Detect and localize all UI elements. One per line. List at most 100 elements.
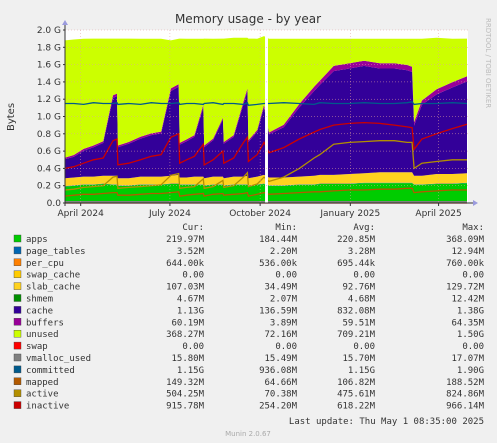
- x-tick-label: April 2025: [415, 209, 461, 219]
- legend-label-inactive: inactive: [26, 402, 69, 412]
- legend-header: Avg:: [353, 223, 375, 233]
- y-tick-label: 1.2 G: [37, 95, 61, 105]
- legend-value: 59.51M: [342, 318, 375, 328]
- legend-label-apps: apps: [26, 235, 48, 245]
- legend-value: 3.52M: [177, 247, 205, 257]
- legend-label-per_cpu: per_cpu: [26, 259, 64, 269]
- x-tick-label: October 2024: [229, 209, 291, 219]
- area-page_tables: [65, 182, 467, 187]
- legend-value: 106.82M: [337, 378, 376, 388]
- legend-value: 0.00: [462, 271, 484, 281]
- legend-label-mapped: mapped: [26, 378, 59, 388]
- y-tick-label: 1.0 G: [37, 113, 61, 123]
- legend-value: 0.00: [275, 271, 297, 281]
- line-committed: [65, 101, 468, 106]
- y-tick-label: 1.8 G: [37, 43, 61, 53]
- legend-label-active: active: [26, 390, 59, 400]
- legend-value: 915.78M: [166, 402, 205, 412]
- legend-swatch-unused: [13, 330, 22, 338]
- legend-swatch-inactive: [13, 401, 22, 409]
- legend-swatch-cache: [13, 306, 22, 314]
- y-tick-label: 0.8 G: [37, 130, 61, 140]
- legend-swatch-page_tables: [13, 246, 22, 255]
- legend-swatch-active: [13, 389, 22, 397]
- legend-header: Min:: [275, 223, 297, 233]
- legend-value: 0.00: [353, 271, 375, 281]
- legend-value: 12.42M: [451, 295, 484, 305]
- x-tick-label: July 2024: [148, 209, 191, 219]
- legend-label-slab_cache: slab_cache: [26, 283, 80, 293]
- y-tick-label: 0.0: [47, 199, 62, 209]
- rrdtool-side-text: RRDTOOL / TOBI OETIKER: [484, 18, 492, 108]
- legend-label-unused: unused: [26, 330, 59, 340]
- legend-value: 64.35M: [451, 318, 484, 328]
- legend-value: 219.97M: [166, 235, 205, 245]
- legend-value: 618.22M: [337, 402, 376, 412]
- legend-swatch-slab_cache: [13, 282, 22, 290]
- legend-value: 966.14M: [446, 402, 485, 412]
- legend-value: 15.70M: [342, 354, 375, 364]
- legend-value: 644.00k: [166, 259, 205, 269]
- x-tick-label: April 2024: [58, 209, 105, 219]
- last-update-text: Last update: Thu May 1 08:35:00 2025: [289, 417, 484, 427]
- legend-value: 536.00k: [259, 259, 298, 269]
- legend-header: Cur:: [182, 223, 204, 233]
- legend-value: 832.08M: [337, 306, 376, 316]
- legend-value: 475.61M: [337, 390, 376, 400]
- legend-header: Max:: [462, 223, 484, 233]
- legend-value: 0.00: [353, 342, 375, 352]
- legend-value: 504.25M: [166, 390, 205, 400]
- legend-swatch-apps: [13, 234, 22, 243]
- legend-label-swap: swap: [26, 342, 48, 352]
- legend-value: 368.09M: [446, 235, 485, 245]
- legend-value: 824.86M: [446, 390, 485, 400]
- x-tick-label: January 2025: [319, 209, 380, 219]
- legend-value: 2.20M: [270, 247, 298, 257]
- axes: 0.0 0.2 G 0.4 G 0.6 G 0.8 G 1.0 G 1.2 G 1.4 G 1.…: [37, 20, 478, 219]
- legend-value: 1.90G: [457, 366, 484, 376]
- legend-label-committed: committed: [26, 366, 75, 376]
- legend-swatch-buffers: [13, 318, 22, 326]
- legend-value: 1.15G: [348, 366, 375, 376]
- legend-label-shmem: shmem: [26, 295, 53, 305]
- legend-label-vmalloc_used: vmalloc_used: [26, 354, 91, 364]
- legend-value: 15.49M: [264, 354, 297, 364]
- legend-value: 149.32M: [166, 378, 205, 388]
- legend-value: 2.07M: [270, 295, 298, 305]
- legend-value: 188.52M: [446, 378, 485, 388]
- legend-value: 1.15G: [177, 366, 204, 376]
- legend-value: 72.16M: [264, 330, 297, 340]
- munin-version-footer: Munin 2.0.67: [225, 430, 271, 438]
- legend-value: 60.19M: [171, 318, 204, 328]
- legend-value: 1.38G: [457, 306, 484, 316]
- legend-value: 1.13G: [177, 306, 204, 316]
- legend-value: 3.89M: [270, 318, 298, 328]
- legend-value: 3.28M: [348, 247, 376, 257]
- legend-swatch-swap_cache: [13, 270, 22, 278]
- legend-swatch-vmalloc_used: [13, 353, 22, 362]
- legend-swatch-per_cpu: [13, 258, 22, 266]
- legend-value: 368.27M: [166, 330, 205, 340]
- legend-value: 760.00k: [446, 259, 485, 269]
- legend-value: 254.20M: [259, 402, 298, 412]
- legend-value: 70.38M: [264, 390, 297, 400]
- legend-label-swap_cache: swap_cache: [26, 271, 80, 281]
- legend-value: 936.08M: [259, 366, 298, 376]
- line-mapped: [64, 187, 467, 197]
- legend-value: 695.44k: [337, 259, 376, 269]
- area-per_cpu: [65, 182, 467, 187]
- legend-value: 15.80M: [171, 354, 204, 364]
- legend-value: 92.76M: [342, 283, 375, 293]
- line-inactive: [64, 121, 468, 170]
- legend-value: 0.00: [182, 342, 204, 352]
- legend: Cur: Min: Avg: Max: apps 219.97M 184.44M 220.85…: [13, 223, 485, 412]
- y-tick-label: 0.2 G: [37, 182, 61, 192]
- legend-value: 0.00: [462, 342, 484, 352]
- chart-title: Memory usage - by year: [175, 12, 321, 26]
- legend-value: 0.00: [182, 271, 204, 281]
- legend-swatch-committed: [13, 365, 22, 374]
- legend-swatch-mapped: [13, 377, 22, 385]
- y-tick-label: 1.6 G: [37, 61, 61, 71]
- y-tick-label: 1.4 G: [37, 78, 61, 88]
